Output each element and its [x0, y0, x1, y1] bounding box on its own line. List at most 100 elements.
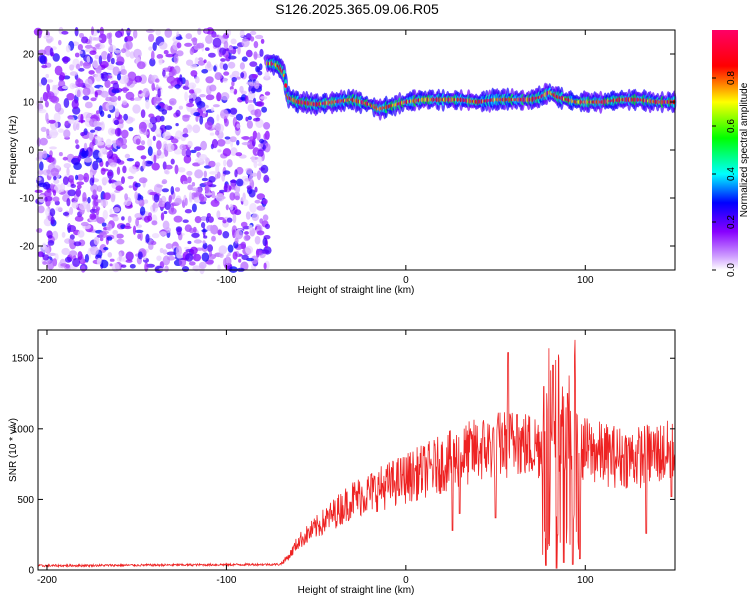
heatmap-cell [241, 56, 248, 62]
heatmap-cell [98, 151, 103, 159]
heatmap-cell [222, 77, 228, 83]
heatmap-cell [233, 90, 237, 95]
heatmap-cell [101, 222, 107, 227]
heatmap-cell [232, 251, 238, 260]
heatmap-cell [208, 52, 216, 58]
heatmap-cell [98, 33, 107, 44]
heatmap-cell [217, 139, 226, 147]
heatmap-cell [147, 146, 153, 157]
heatmap-cell [186, 102, 195, 108]
heatmap-cell [105, 161, 109, 168]
heatmap-cell [110, 194, 116, 203]
heatmap-cell [199, 115, 204, 125]
heatmap-cell [260, 249, 270, 254]
heatmap-cell [198, 261, 207, 269]
heatmap-cell [81, 36, 89, 44]
heatmap-cell [38, 194, 46, 203]
heatmap-cell [108, 36, 113, 45]
heatmap-cell [121, 176, 125, 185]
heatmap-cell [234, 195, 240, 201]
heatmap-cell [155, 29, 161, 36]
heatmap-cell [142, 159, 146, 170]
heatmap-cell [215, 122, 221, 133]
heatmap-cell [217, 229, 222, 236]
heatmap-cell [132, 225, 137, 235]
heatmap-cell [156, 184, 163, 188]
heatmap-cell [204, 121, 213, 130]
heatmap-cell [185, 148, 192, 158]
heatmap-cell [69, 175, 74, 179]
heatmap-cell [100, 199, 109, 207]
heatmap-cell [205, 34, 213, 44]
heatmap-cell [187, 184, 193, 191]
heatmap-cell [36, 228, 43, 233]
heatmap-cell [236, 166, 244, 175]
heatmap-cell [78, 67, 85, 72]
heatmap-cell [60, 182, 66, 192]
heatmap-cell [235, 152, 243, 157]
heatmap-cell [65, 263, 71, 269]
heatmap-cell [69, 71, 78, 76]
heatmap-cell [245, 116, 249, 122]
heatmap-cell [227, 244, 234, 253]
heatmap-cell [121, 216, 125, 221]
heatmap-cell [84, 101, 93, 109]
heatmap-cells [33, 26, 677, 275]
heatmap-cell [263, 122, 271, 130]
heatmap-cell [245, 49, 253, 58]
heatmap-cell [46, 246, 50, 256]
snr-y-ticks: 0 500 1000 1500 [12, 354, 675, 577]
heatmap-cell [243, 234, 250, 242]
heatmap-cell [123, 74, 129, 84]
heatmap-cell [151, 82, 155, 92]
heatmap-cell [129, 264, 136, 269]
colorbar-tick-label: 0.0 [726, 263, 737, 277]
heatmap-cell [254, 235, 261, 245]
heatmap-cell [236, 123, 241, 129]
heatmap-cell [182, 219, 189, 223]
heatmap-cell [113, 119, 119, 126]
heatmap-cell [105, 102, 114, 111]
heatmap-cell [44, 190, 52, 198]
heatmap-cell [196, 101, 206, 109]
heatmap-cell [150, 240, 157, 246]
heatmap-cell [114, 180, 123, 187]
heatmap-cell [156, 140, 162, 150]
heatmap-cell [205, 94, 215, 101]
heatmap-cell [34, 189, 43, 193]
heatmap-cell [230, 181, 236, 190]
heatmap-cell [194, 146, 202, 151]
heatmap-cell [170, 203, 175, 213]
heatmap-cell [201, 69, 209, 74]
heatmap-cell [248, 174, 253, 184]
heatmap-cell [47, 235, 53, 239]
heatmap-cell [194, 57, 199, 66]
heatmap-cell [44, 196, 48, 202]
heatmap-cell [54, 65, 63, 76]
heatmap-cell [254, 108, 262, 118]
heatmap-cell [80, 265, 86, 273]
heatmap-cell [230, 38, 237, 45]
heatmap-cell [223, 71, 230, 76]
heatmap-cell [174, 197, 183, 205]
heatmap-cell [153, 193, 160, 203]
heatmap-cell [148, 113, 155, 118]
heatmap-cell [49, 47, 54, 57]
heatmap-cell [37, 108, 47, 114]
heatmap-cell [190, 149, 197, 154]
heatmap-cell [67, 189, 76, 197]
heatmap-cell [76, 181, 85, 186]
heatmap-cell [84, 78, 93, 89]
heatmap-cell [128, 127, 134, 132]
heatmap-cell [253, 41, 259, 49]
heatmap-cell [175, 123, 179, 127]
heatmap-cell [135, 138, 141, 145]
colorbar-label: Normalized spectral amplitude [739, 82, 750, 217]
heatmap-y-ticks: -20 -10 0 10 20 [20, 50, 675, 253]
heatmap-cell [117, 73, 121, 81]
heatmap-cell [188, 261, 196, 266]
heatmap-cell [217, 149, 222, 153]
heatmap-cell [86, 202, 91, 213]
heatmap-cell [240, 72, 245, 79]
heatmap-cell [245, 211, 251, 220]
